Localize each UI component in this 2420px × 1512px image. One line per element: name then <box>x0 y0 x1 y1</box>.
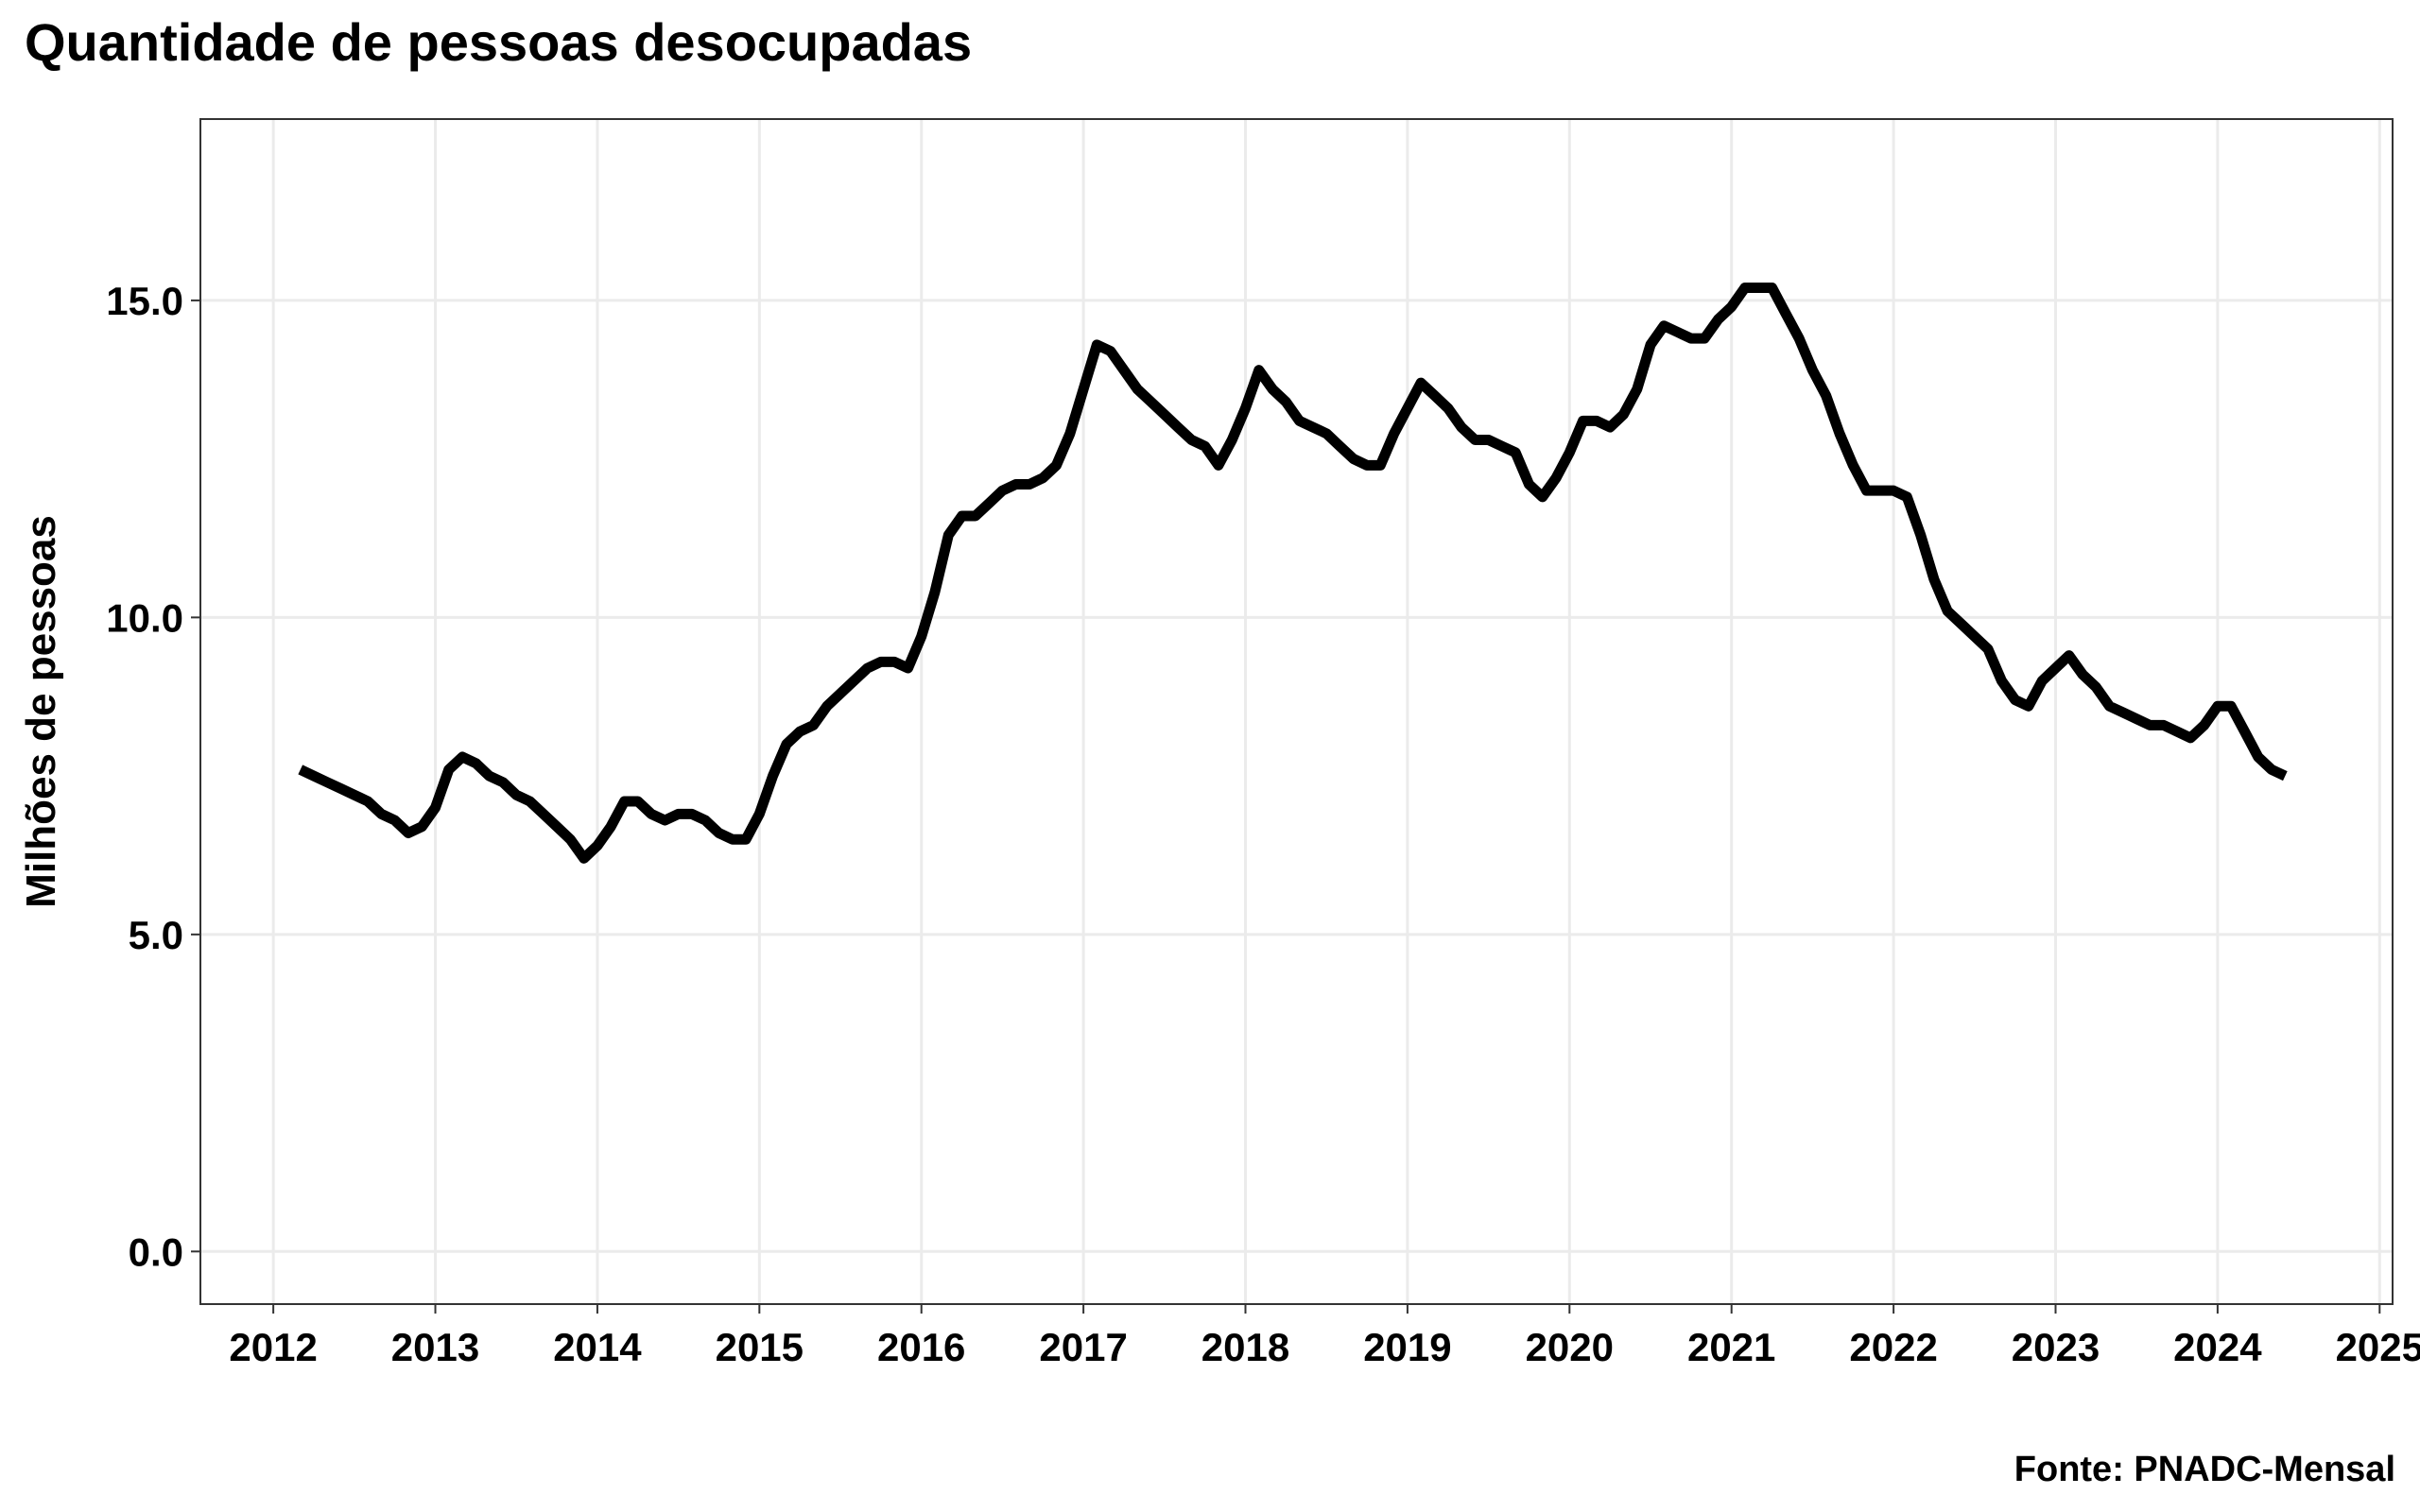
x-tick-label: 2023 <box>2012 1325 2100 1369</box>
x-tick-label: 2014 <box>553 1325 642 1369</box>
y-tick-label: 5.0 <box>129 913 183 957</box>
y-tick-label: 15.0 <box>106 279 183 323</box>
x-tick-label: 2025 <box>2336 1325 2420 1369</box>
x-tick-label: 2024 <box>2173 1325 2262 1369</box>
chart-title: Quantidade de pessoas desocupadas <box>25 12 972 72</box>
x-tick-label: 2015 <box>716 1325 804 1369</box>
x-tick-label: 2022 <box>1849 1325 1937 1369</box>
x-tick-label: 2013 <box>391 1325 479 1369</box>
plot-border <box>199 118 2394 1305</box>
y-tick-label: 10.0 <box>106 595 183 640</box>
x-tick-label: 2016 <box>877 1325 965 1369</box>
y-tick-label: 0.0 <box>129 1229 183 1274</box>
x-tick-label: 2021 <box>1687 1325 1775 1369</box>
plot-panel <box>200 119 2393 1304</box>
x-tick-label: 2020 <box>1526 1325 1614 1369</box>
x-tick-label: 2019 <box>1363 1325 1451 1369</box>
y-axis-label: Milhões de pessoas <box>18 515 64 908</box>
x-tick-label: 2012 <box>229 1325 317 1369</box>
data-line <box>298 282 2288 864</box>
x-tick-label: 2017 <box>1039 1325 1127 1369</box>
source-note: Fonte: PNADC-Mensal <box>2014 1450 2395 1489</box>
x-tick-label: 2018 <box>1201 1325 1289 1369</box>
